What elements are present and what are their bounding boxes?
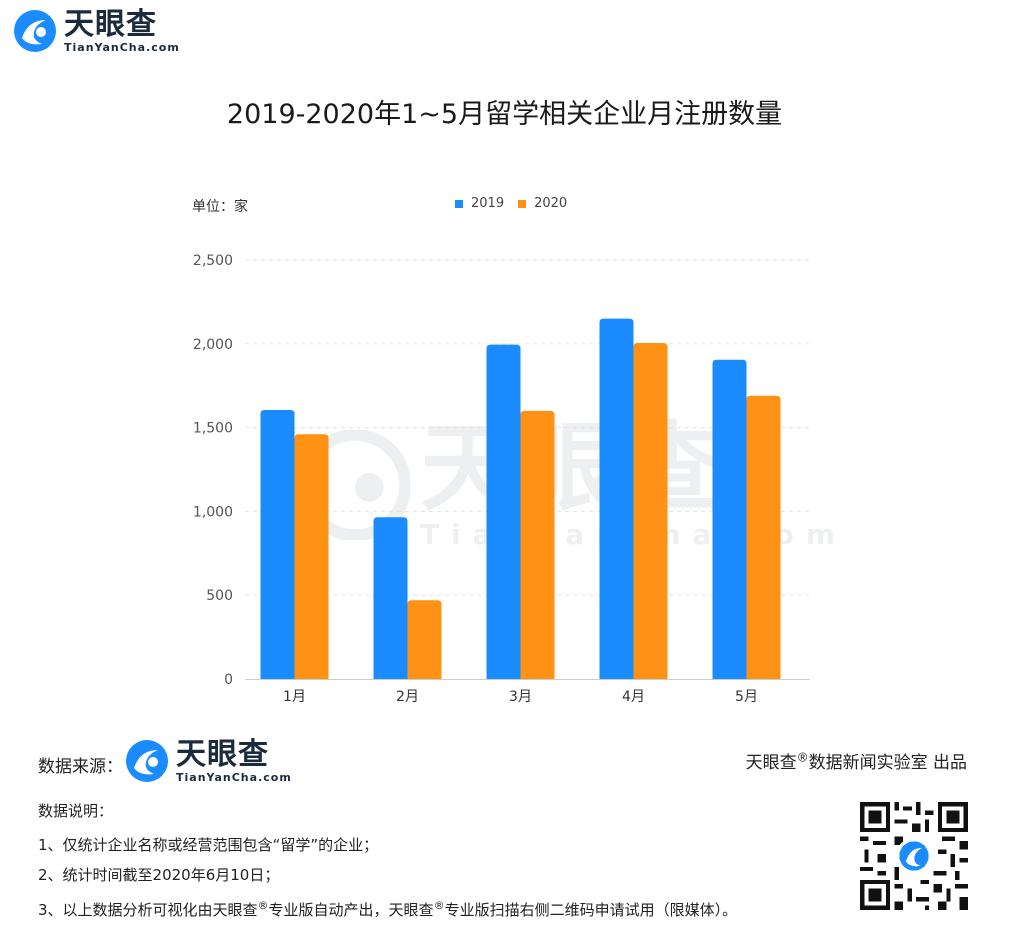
chart-legend: 2019 2020	[455, 196, 581, 211]
note-3-part-c: 专业版扫描右侧二维码申请试用（限媒体）。	[444, 901, 738, 919]
source-logo-icon	[126, 740, 168, 782]
producer-reg-mark: ®	[796, 750, 809, 765]
source-brand-domain: TianYanCha.com	[176, 770, 292, 784]
notes-title: 数据说明：	[38, 802, 114, 820]
source-brand-name: 天眼查	[176, 736, 269, 772]
legend-swatch-2019	[455, 199, 463, 208]
y-tick-label: 2,500	[193, 253, 233, 269]
bar-2020-1	[294, 434, 329, 679]
data-notes: 数据说明： 1、仅统计企业名称或经营范围包含“留学”的企业； 2、统计时间截至2…	[38, 800, 737, 932]
source-label: 数据来源：	[38, 757, 123, 777]
watermark-name: 天眼查	[420, 412, 726, 524]
bar-2019-2	[373, 517, 408, 679]
tianyancha-logo-icon	[14, 10, 56, 52]
brand-logo: 天眼查 TianYanCha.com	[12, 8, 180, 54]
note-1: 1、仅统计企业名称或经营范围包含“留学”的企业；	[38, 836, 379, 854]
note-3: 3、以上数据分析可视化由天眼查®专业版自动产出，天眼查®专业版扫描右侧二维码申请…	[38, 897, 737, 919]
legend-label-2019: 2019	[471, 196, 505, 211]
source-logo: 天眼查 TianYanCha.com	[124, 738, 292, 784]
y-tick-label: 0	[224, 672, 233, 688]
x-tick-label: 2月	[396, 689, 419, 705]
legend-item-2019[interactable]: 2019	[455, 196, 504, 211]
producer-credit: 天眼查®数据新闻实验室 出品	[746, 748, 967, 773]
bar-2020-5	[746, 395, 781, 679]
legend-swatch-2020	[518, 199, 527, 208]
bar-2019-5	[712, 359, 747, 679]
brand-name: 天眼查	[64, 6, 157, 42]
producer-brand: 天眼查	[745, 753, 797, 773]
legend-label-2020: 2020	[534, 196, 568, 211]
chart-title: 2019-2020年1~5月留学相关企业月注册数量	[226, 99, 783, 130]
y-tick-label: 1,500	[193, 421, 233, 437]
note-3-part-a: 3、以上数据分析可视化由天眼查	[38, 901, 258, 919]
bar-2020-3	[520, 410, 555, 679]
producer-rest: 数据新闻实验室 出品	[808, 753, 967, 773]
x-tick-label: 3月	[509, 689, 532, 705]
unit-label: 单位：家	[192, 199, 248, 215]
qr-code-icon[interactable]	[860, 802, 968, 910]
x-tick-label: 4月	[622, 689, 645, 705]
brand-domain: TianYanCha.com	[64, 40, 180, 54]
bar-2020-4	[633, 342, 668, 679]
bar-2020-2	[407, 600, 442, 679]
note-3-part-b: 专业版自动产出，天眼查	[268, 901, 434, 919]
note-3-reg-mark-1: ®	[257, 899, 269, 912]
y-tick-label: 500	[206, 588, 233, 604]
note-2: 2、统计时间截至2020年6月10日；	[38, 866, 280, 884]
legend-item-2020[interactable]: 2020	[518, 196, 567, 211]
bar-2019-3	[486, 344, 521, 679]
x-tick-label: 5月	[735, 689, 758, 705]
note-3-reg-mark-2: ®	[433, 899, 445, 912]
x-tick-label: 1月	[283, 689, 306, 705]
y-tick-label: 2,000	[193, 337, 233, 353]
bar-2019-4	[599, 318, 634, 679]
bar-2019-1	[260, 410, 295, 679]
y-tick-label: 1,000	[193, 504, 233, 520]
